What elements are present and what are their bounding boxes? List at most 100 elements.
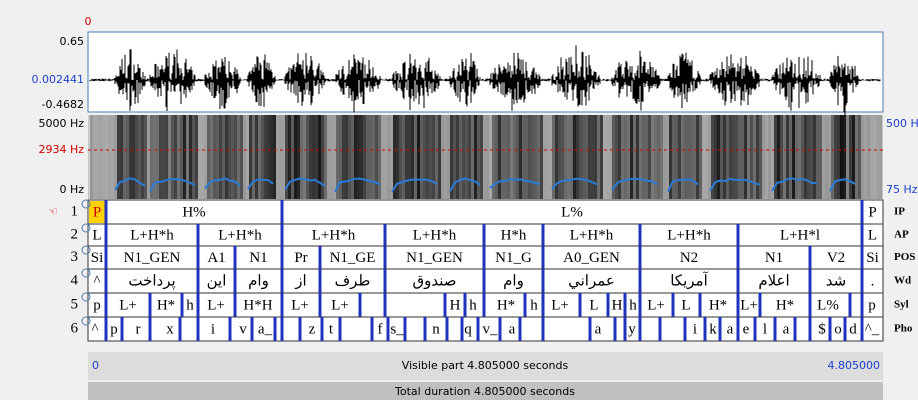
spectrogram-band: [366, 115, 369, 199]
interval-label: H*: [497, 297, 515, 313]
interval-boundary: [639, 224, 642, 246]
tier-number: 4: [71, 272, 79, 288]
interval-boundary: [105, 200, 108, 224]
interval-boundary: [121, 317, 124, 341]
interval-label: P: [868, 204, 876, 220]
spectrogram-band: [462, 115, 465, 199]
interval-label: h: [186, 297, 194, 313]
spectrogram-band: [387, 115, 390, 199]
spectrogram-band: [666, 115, 669, 199]
spectrogram-band: [279, 115, 282, 199]
spectrogram-band: [588, 115, 591, 199]
spectrogram-band: [300, 115, 303, 199]
spectrogram-band: [819, 115, 822, 199]
spectrogram-band: [243, 115, 246, 199]
interval-boundary: [639, 269, 642, 293]
tier-number: 6: [71, 320, 79, 336]
spectrogram-band: [225, 115, 228, 199]
interval-boundary: [483, 224, 486, 246]
spectrogram-band: [168, 115, 171, 199]
spectrogram-band: [90, 115, 93, 199]
interval-label: آمريكا: [670, 271, 708, 289]
spectrogram-band: [858, 115, 861, 199]
spectrogram-band: [603, 115, 606, 199]
spectrogram-band: [258, 115, 261, 199]
spectrogram-band: [315, 115, 318, 199]
interval-label: L+: [647, 297, 665, 313]
spectrogram-band: [255, 115, 258, 199]
spectrogram-band: [744, 115, 747, 199]
interval-boundary: [861, 269, 864, 293]
spectrogram-band: [231, 115, 234, 199]
spectrogram-band: [690, 115, 693, 199]
spectrogram-band: [675, 115, 678, 199]
interval-label: L+H*h: [570, 227, 614, 243]
spectrogram-band: [399, 115, 402, 199]
interval-label: L+H*h: [667, 227, 711, 243]
interval-label: Si: [866, 250, 879, 266]
interval-boundary: [737, 269, 740, 293]
spectrogram-band: [726, 115, 729, 199]
spectrogram-band: [870, 115, 873, 199]
spectrogram-band: [645, 115, 648, 199]
spectrogram-band: [543, 115, 546, 199]
interval-label: a_: [258, 321, 273, 337]
spectrogram-band: [234, 115, 237, 199]
spectrogram-band: [759, 115, 762, 199]
spectrogram-band: [747, 115, 750, 199]
spectrogram-band: [360, 115, 363, 199]
spectrogram-band: [807, 115, 810, 199]
interval-label: d: [849, 321, 857, 337]
spectrogram-band: [663, 115, 666, 199]
spectrogram-band: [591, 115, 594, 199]
spectrogram-band: [783, 115, 786, 199]
spectrogram-band: [390, 115, 393, 199]
spectrogram-band: [402, 115, 405, 199]
spectrogram-band: [381, 115, 384, 199]
spectrogram-band: [735, 115, 738, 199]
interval-label: L+: [119, 297, 137, 313]
spectrogram-band: [198, 115, 201, 199]
tier-name: Pho: [894, 323, 913, 335]
spectrogram-band: [288, 115, 291, 199]
interval-boundary: [542, 269, 545, 293]
spectrogram-band: [546, 115, 549, 199]
spectrogram-band: [426, 115, 429, 199]
spectrogram-band: [351, 115, 354, 199]
interval-label: h: [629, 297, 637, 313]
spectrogram-band: [96, 115, 99, 199]
spectrogram-band: [132, 115, 135, 199]
spectrogram-band: [270, 115, 273, 199]
spectrogram-band: [264, 115, 267, 199]
current-tier-pointer: ☜: [48, 205, 58, 218]
spectrogram-band: [570, 115, 573, 199]
interval-label: A1: [207, 250, 225, 266]
interval-boundary: [737, 317, 740, 341]
spectrogram-band: [777, 115, 780, 199]
spectrogram-band: [855, 115, 858, 199]
spectrogram-band: [789, 115, 792, 199]
interval-boundary: [483, 293, 486, 317]
interval-label: h: [530, 297, 538, 313]
spectrogram-band: [192, 115, 195, 199]
interval-boundary: [321, 317, 324, 341]
interval-boundary: [672, 293, 675, 317]
spectrogram-band: [861, 115, 864, 199]
spectrogram-band: [237, 115, 240, 199]
interval-boundary: [274, 317, 277, 341]
spectrogram-band: [627, 115, 630, 199]
spectrogram-band: [504, 115, 507, 199]
spectrogram-band: [435, 115, 438, 199]
tier-name: AP: [894, 229, 909, 241]
spectrogram-band: [651, 115, 654, 199]
spectrogram-band: [123, 115, 126, 199]
spectrogram-band: [363, 115, 366, 199]
interval-label: k: [709, 321, 717, 337]
spectrogram-band: [354, 115, 357, 199]
spectrogram-band: [585, 115, 588, 199]
spectrogram-band: [549, 115, 552, 199]
spectrogram-band: [762, 115, 765, 199]
spectrogram-band: [105, 115, 108, 199]
interval-boundary: [809, 293, 812, 317]
interval-boundary: [809, 246, 812, 269]
